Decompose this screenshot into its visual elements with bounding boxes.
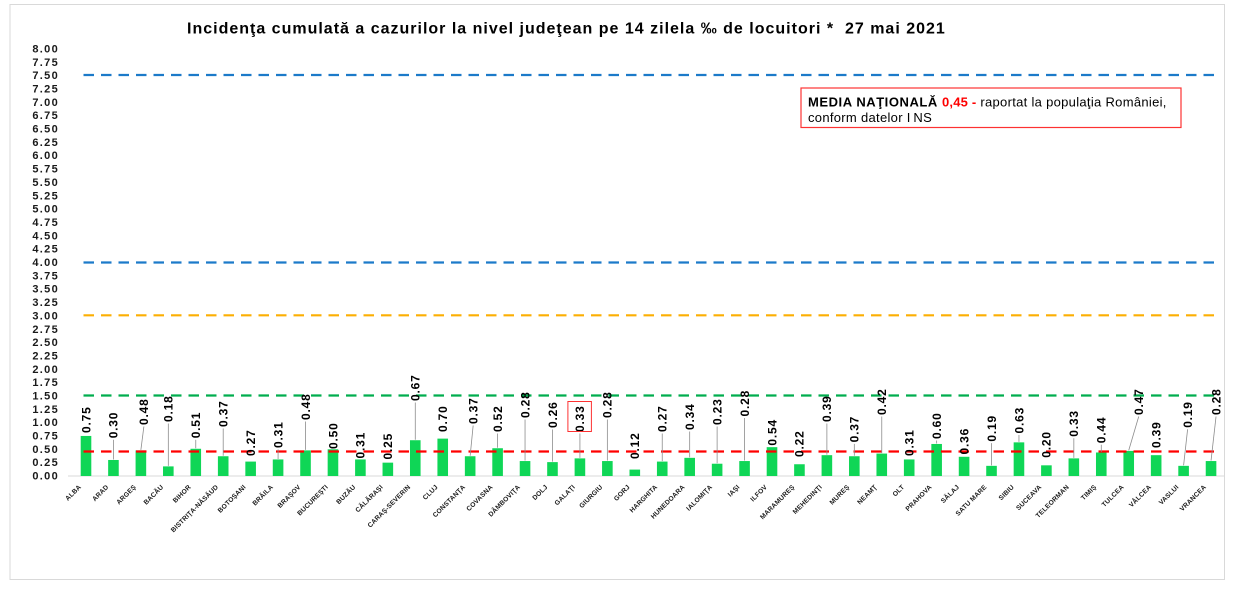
- svg-text:0.33: 0.33: [1067, 410, 1081, 437]
- svg-text:0.47: 0.47: [1132, 388, 1146, 415]
- svg-text:1.50: 1.50: [32, 391, 59, 403]
- svg-text:4.75: 4.75: [32, 217, 59, 229]
- svg-text:0.54: 0.54: [765, 419, 779, 446]
- svg-text:5.00: 5.00: [32, 204, 59, 216]
- svg-text:0.44: 0.44: [1095, 417, 1109, 444]
- svg-text:0.28: 0.28: [1209, 388, 1223, 415]
- svg-text:0.25: 0.25: [381, 433, 395, 460]
- svg-text:6.50: 6.50: [32, 124, 59, 136]
- svg-text:0.37: 0.37: [217, 400, 231, 427]
- svg-text:0.19: 0.19: [1181, 401, 1195, 428]
- svg-text:0.31: 0.31: [903, 429, 917, 456]
- svg-text:0.63: 0.63: [1012, 407, 1026, 434]
- svg-text:0.20: 0.20: [1040, 431, 1054, 458]
- svg-text:0.75: 0.75: [32, 431, 59, 443]
- svg-text:0.00: 0.00: [32, 471, 59, 483]
- svg-text:8.00: 8.00: [32, 43, 59, 55]
- svg-text:Incidenţa cumulată a cazurilor: Incidenţa cumulată a cazurilor la nivel …: [187, 21, 946, 38]
- svg-text:0.37: 0.37: [848, 416, 862, 443]
- svg-text:0.48: 0.48: [137, 398, 151, 425]
- svg-text:6.25: 6.25: [32, 137, 59, 149]
- svg-text:1.00: 1.00: [32, 417, 59, 429]
- svg-text:7.50: 7.50: [32, 70, 59, 82]
- svg-text:1.25: 1.25: [32, 404, 59, 416]
- svg-text:0.39: 0.39: [820, 395, 834, 422]
- svg-text:0.23: 0.23: [710, 398, 724, 425]
- svg-text:4.50: 4.50: [32, 230, 59, 242]
- svg-text:3.75: 3.75: [32, 270, 59, 282]
- svg-text:5.75: 5.75: [32, 164, 59, 176]
- svg-text:0.30: 0.30: [107, 412, 121, 439]
- svg-text:0.19: 0.19: [985, 415, 999, 442]
- svg-text:5.25: 5.25: [32, 190, 59, 202]
- svg-text:3.00: 3.00: [32, 310, 59, 322]
- svg-text:0.22: 0.22: [793, 430, 807, 457]
- svg-text:5.50: 5.50: [32, 177, 59, 189]
- svg-text:2.00: 2.00: [32, 364, 59, 376]
- svg-text:0.33: 0.33: [573, 405, 587, 432]
- svg-text:4.25: 4.25: [32, 244, 59, 256]
- svg-text:7.25: 7.25: [32, 84, 59, 96]
- svg-text:0.27: 0.27: [244, 429, 258, 456]
- svg-text:0.12: 0.12: [628, 432, 642, 459]
- svg-text:0.18: 0.18: [162, 395, 176, 422]
- svg-text:0.51: 0.51: [189, 412, 203, 439]
- svg-text:0.34: 0.34: [683, 403, 697, 430]
- svg-text:0.31: 0.31: [354, 432, 368, 459]
- svg-text:0.39: 0.39: [1149, 421, 1163, 448]
- svg-text:2.75: 2.75: [32, 324, 59, 336]
- svg-text:3.25: 3.25: [32, 297, 59, 309]
- svg-text:0.27: 0.27: [656, 405, 670, 432]
- svg-text:0.52: 0.52: [491, 405, 505, 432]
- svg-text:MEDIA NAŢIONALĂ 0,45 - raporta: MEDIA NAŢIONALĂ 0,45 - raportat la popul…: [808, 95, 1167, 110]
- svg-text:2.50: 2.50: [32, 337, 59, 349]
- svg-text:0.42: 0.42: [875, 388, 889, 415]
- svg-text:6.00: 6.00: [32, 150, 59, 162]
- svg-text:0.75: 0.75: [79, 406, 93, 433]
- svg-text:0.28: 0.28: [738, 390, 752, 417]
- svg-text:7.75: 7.75: [32, 57, 59, 69]
- svg-text:0.37: 0.37: [466, 397, 480, 424]
- svg-text:0.28: 0.28: [601, 391, 615, 418]
- svg-text:0.50: 0.50: [32, 444, 59, 456]
- svg-text:conform datelor I NS: conform datelor I NS: [808, 110, 932, 125]
- svg-text:0.28: 0.28: [518, 391, 532, 418]
- svg-text:0.31: 0.31: [271, 421, 285, 448]
- svg-text:4.00: 4.00: [32, 257, 59, 269]
- svg-text:6.75: 6.75: [32, 110, 59, 122]
- svg-text:0.25: 0.25: [32, 457, 59, 469]
- svg-text:0.67: 0.67: [409, 374, 423, 401]
- svg-text:0.36: 0.36: [957, 428, 971, 455]
- svg-text:3.50: 3.50: [32, 284, 59, 296]
- svg-text:0.60: 0.60: [930, 412, 944, 439]
- svg-text:0.70: 0.70: [436, 405, 450, 432]
- svg-text:0.48: 0.48: [299, 393, 313, 420]
- svg-text:1.75: 1.75: [32, 377, 59, 389]
- svg-text:7.00: 7.00: [32, 97, 59, 109]
- svg-text:0.50: 0.50: [326, 422, 340, 449]
- svg-text:0.26: 0.26: [546, 401, 560, 428]
- svg-text:2.25: 2.25: [32, 351, 59, 363]
